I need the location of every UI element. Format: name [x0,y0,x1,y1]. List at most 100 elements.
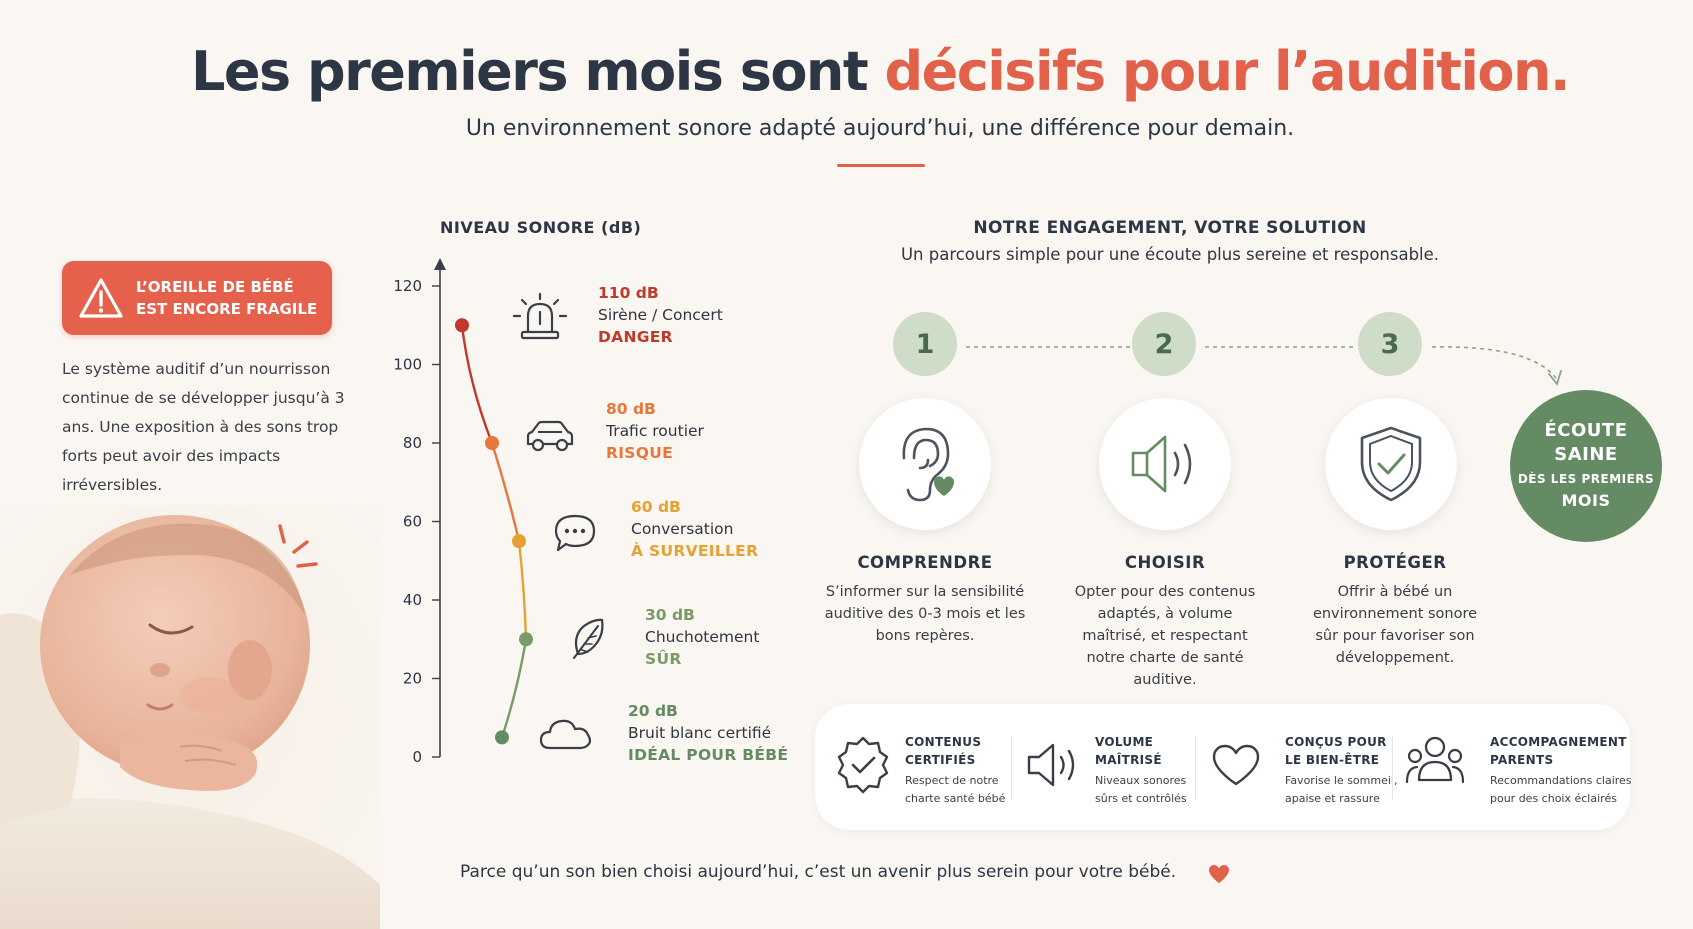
page-subtitle: Un environnement sonore adapté aujourd’h… [465,116,1295,141]
level-tag: RISQUE [606,444,674,462]
parents-icon [1405,736,1465,784]
sound-level-chart: 120 100 80 60 40 20 0 [393,258,533,766]
chat-bubble-icon [552,512,598,558]
level-desc: Conversation [631,520,734,538]
step-text-comprendre: S’informer sur la sensibilité auditive d… [824,584,1026,644]
curve-segment [517,540,528,640]
leaf-icon [570,616,606,664]
heart-icon [1209,865,1229,883]
feature-divider [1392,736,1393,800]
level-db: 30 dB [645,606,695,624]
goal-line-3: DÈS LES PREMIERS [1517,472,1655,486]
feature-divider [1195,736,1196,800]
data-point [455,318,469,333]
level-desc: Chuchotement [645,628,760,646]
intro-paragraph: Le système auditif d’un nourrisson conti… [62,360,345,494]
level-db: 80 dB [606,400,656,418]
y-tick-label: 100 [393,356,422,374]
feature-certified: CONTENUS CERTIFIÉS Respect de notre charte… [815,704,1005,830]
cloud-icon [538,714,594,756]
ear-heart-icon [902,427,954,502]
y-tick-label: 0 [412,748,422,766]
data-point [519,632,533,647]
y-tick-label: 80 [403,434,422,452]
feature-wellbeing-text: Favorise le sommeil, apaise et rassure [1285,774,1398,805]
y-tick-label: 40 [403,591,422,609]
warning-line-1: L’OREILLE DE BÉBÉ [136,278,294,296]
step-title-choisir: CHOISIR [1124,553,1206,572]
volume-icon [1027,743,1075,787]
level-db: 110 dB [598,284,659,302]
level-db: 60 dB [631,498,681,516]
step-circle-proteger [1325,398,1457,530]
level-db: 20 dB [628,702,678,720]
feature-certified-title: CONTENUS CERTIFIÉS [905,735,982,767]
car-icon [524,418,576,458]
siren-icon [512,292,568,346]
page-title: Les premiers mois sont décisifs pour l’a… [0,40,1693,103]
step-circle-choisir [1099,398,1231,530]
step-title-proteger: PROTÉGER [1343,553,1447,572]
level-label: 80 dB Trafic routier RISQUE [606,398,704,464]
y-tick-label: 60 [403,513,422,531]
level-tag: SÛR [645,650,682,668]
warning-text: L’OREILLE DE BÉBÉ EST ENCORE FRAGILE [136,276,317,320]
data-point [485,436,499,450]
curve-segment [500,639,528,738]
level-label: 110 dB Sirène / Concert DANGER [598,282,723,348]
chart-title: NIVEAU SONORE (dB) [440,218,642,237]
level-tag: À SURVEILLER [631,542,759,560]
level-label: 30 dB Chuchotement SÛR [645,604,759,670]
level-desc: Sirène / Concert [598,306,723,324]
feature-volume: VOLUME MAÎTRISÉ Niveaux sonores sûrs et co… [1015,704,1195,830]
speaker-icon [1131,435,1192,493]
feature-volume-title: VOLUME MAÎTRISÉ [1095,735,1162,767]
title-accent: décisifs pour l’audition. [884,40,1571,103]
features-panel: CONTENUS CERTIFIÉS Respect de notre charte… [815,704,1632,830]
step-number-3: 3 [1358,312,1422,376]
warning-line-2: EST ENCORE FRAGILE [136,300,318,318]
goal-line-1: ÉCOUTE [1544,420,1628,441]
step-number-1: 1 [893,312,957,376]
y-tick-label: 120 [393,277,422,295]
heart-outline-icon [1212,744,1260,786]
y-tick-label: 20 [403,670,422,688]
step-text-proteger: Offrir à bébé un environnement sonore sû… [1312,584,1478,666]
sleeping-baby-photo [0,505,380,929]
badge-check-icon [837,736,889,794]
level-tag: IDÉAL POUR BÉBÉ [628,746,789,764]
step-title-comprendre: COMPRENDRE [857,553,993,572]
warning-badge: L’OREILLE DE BÉBÉ EST ENCORE FRAGILE [62,261,332,335]
step-circle-comprendre [859,398,991,530]
footer-text: Parce qu’un son bien choisi aujourd’hui,… [460,862,1177,882]
goal-line-2: SAINE [1554,444,1618,465]
step-text-choisir: Opter pour des contenus adaptés, à volum… [1074,584,1256,688]
feature-wellbeing-title: CONÇUS POUR LE BIEN-ÊTRE [1285,735,1387,767]
feature-parents-title: ACCOMPAGNEMENT PARENTS [1490,735,1627,767]
data-point [495,730,509,745]
y-axis-arrow [434,258,446,270]
level-desc: Bruit blanc certifié [628,724,772,742]
feature-parents-text: Recommandations claires pour des choix éc… [1490,774,1632,805]
level-label: 20 dB Bruit blanc certifié IDÉAL POUR BÉBÉ [628,700,788,766]
feature-divider [1011,736,1012,800]
curve-segment [460,325,494,444]
goal-badge: ÉCOUTE SAINE DÈS LES PREMIERS MOIS [1510,390,1662,542]
goal-line-4: MOIS [1561,491,1611,510]
sound-lines-icon [278,524,318,568]
level-tag: DANGER [598,328,673,346]
level-label: 60 dB Conversation À SURVEILLER [631,496,758,562]
solution-title: NOTRE ENGAGEMENT, VOTRE SOLUTION [973,218,1367,238]
feature-wellbeing: CONÇUS POUR LE BIEN-ÊTRE Favorise le somm… [1200,704,1400,830]
title-main: Les premiers mois sont [191,40,885,103]
level-desc: Trafic routier [606,422,704,440]
step-number-2: 2 [1132,312,1196,376]
data-point [512,534,526,549]
curve-segment [490,442,521,542]
shield-check-icon [1360,426,1422,502]
solution-subtitle: Un parcours simple pour une écoute plus … [900,245,1440,264]
feature-volume-text: Niveaux sonores sûrs et contrôlés [1095,774,1187,805]
feature-parents: ACCOMPAGNEMENT PARENTS Recommandations cl… [1400,704,1632,830]
feature-certified-text: Respect de notre charte santé bébé [905,774,1006,805]
